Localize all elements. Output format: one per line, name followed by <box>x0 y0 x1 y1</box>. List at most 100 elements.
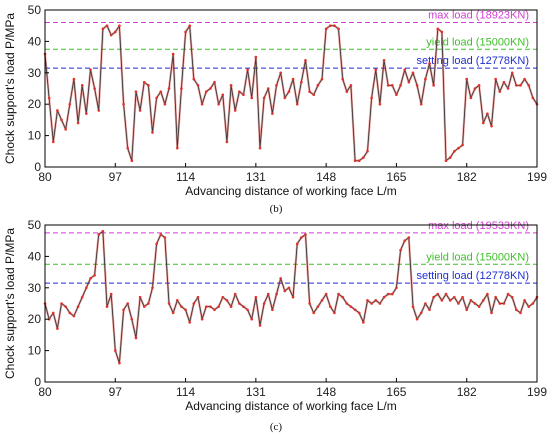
data-point <box>469 96 473 100</box>
data-point <box>357 311 361 315</box>
data-point <box>47 96 51 100</box>
data-point <box>477 305 481 308</box>
data-point <box>390 292 394 296</box>
data-point <box>142 80 146 84</box>
data-point <box>258 324 262 327</box>
data-point <box>287 286 291 290</box>
data-point <box>424 302 427 305</box>
data-point <box>345 302 349 305</box>
data-point <box>258 146 262 150</box>
data-point <box>155 96 158 100</box>
data-point <box>68 102 72 106</box>
x-tick-label: 131 <box>246 385 266 399</box>
data-point <box>374 68 378 71</box>
data-point <box>531 302 535 305</box>
data-point <box>105 305 109 308</box>
data-point <box>204 90 208 93</box>
reference-line-label: yield load (15000KN) <box>426 251 529 263</box>
data-point <box>407 80 411 84</box>
data-point <box>341 295 344 299</box>
y-tick-label: 20 <box>28 97 42 111</box>
y-tick-label: 50 <box>28 218 42 232</box>
data-point <box>109 292 113 296</box>
data-point <box>300 236 303 239</box>
data-point <box>473 87 477 90</box>
data-point <box>353 159 357 163</box>
data-point <box>225 140 229 144</box>
data-point <box>341 77 344 81</box>
x-tick-label: 199 <box>527 385 547 399</box>
data-point <box>395 286 398 290</box>
data-point <box>122 102 125 106</box>
data-point <box>246 68 249 71</box>
data-point <box>176 299 179 302</box>
data-point <box>428 62 431 65</box>
data-point <box>254 55 258 59</box>
x-tick-label: 182 <box>457 385 477 399</box>
x-axis-title: Advancing distance of working face L/m <box>185 399 396 413</box>
data-point <box>486 292 489 296</box>
data-point <box>324 27 328 31</box>
data-point <box>320 299 324 302</box>
data-point <box>440 30 444 34</box>
data-point <box>271 112 274 115</box>
data-point <box>89 68 92 71</box>
data-point <box>242 305 245 308</box>
data-point <box>436 292 440 296</box>
data-point <box>436 27 440 31</box>
data-point <box>486 112 489 115</box>
y-tick-label: 0 <box>34 160 41 174</box>
data-point <box>122 308 125 312</box>
data-point <box>217 305 220 308</box>
data-point <box>221 295 225 299</box>
data-point <box>250 96 254 100</box>
data-point <box>101 27 105 31</box>
data-point <box>490 311 493 315</box>
data-point <box>337 27 340 31</box>
x-tick-label: 131 <box>246 170 266 184</box>
data-point <box>113 349 117 352</box>
data-point <box>217 102 220 106</box>
data-point <box>167 87 171 90</box>
data-point <box>126 302 129 305</box>
data-point <box>213 308 216 312</box>
y-axis-title: Chock support's load P/MPa <box>3 13 17 164</box>
data-point <box>453 295 456 299</box>
data-point <box>357 159 361 163</box>
data-point <box>374 299 378 302</box>
data-point <box>440 299 444 302</box>
data-point <box>167 302 171 305</box>
data-point <box>275 84 278 87</box>
data-point <box>353 308 357 312</box>
data-point <box>407 236 411 239</box>
data-point <box>291 77 295 81</box>
data-point <box>362 156 365 159</box>
data-point <box>76 121 80 125</box>
y-tick-label: 10 <box>28 129 42 143</box>
data-point <box>411 305 415 308</box>
data-point <box>47 317 51 321</box>
data-point <box>254 295 258 299</box>
data-point <box>238 90 241 93</box>
data-point <box>382 58 386 62</box>
chart-panel-b: max load (18923KN) yield load (15000KN) se… <box>3 3 547 215</box>
data-point <box>200 102 204 106</box>
data-point <box>523 299 526 302</box>
data-point <box>444 159 448 163</box>
data-point <box>419 311 423 315</box>
data-point <box>151 286 154 290</box>
data-point <box>155 242 158 246</box>
data-point <box>118 361 121 365</box>
data-point <box>333 311 336 315</box>
reference-line-label: max load (18923KN) <box>428 10 529 22</box>
data-point <box>527 84 531 87</box>
data-point <box>56 109 59 112</box>
data-point <box>469 299 473 302</box>
data-point <box>494 295 497 299</box>
data-point <box>291 295 295 299</box>
data-point <box>279 277 282 280</box>
data-point <box>349 84 353 87</box>
data-point <box>510 295 514 299</box>
data-point <box>51 140 55 144</box>
data-point <box>444 292 448 296</box>
